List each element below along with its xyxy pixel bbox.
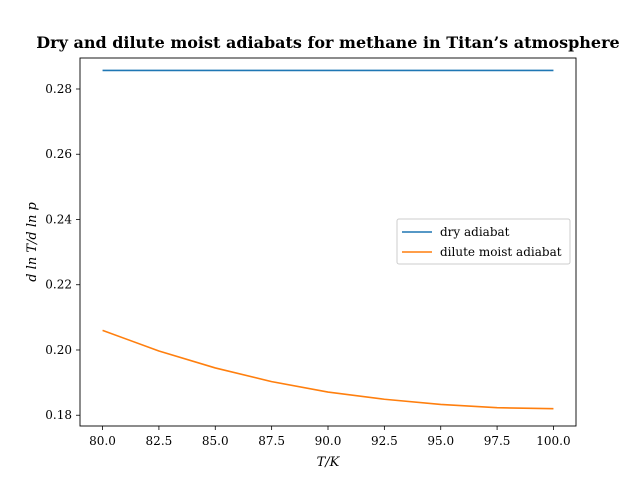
- y-axis-label: d ln T/d ln p: [25, 202, 40, 282]
- x-tick-label: 90.0: [315, 434, 342, 448]
- y-tick-label: 0.26: [45, 147, 72, 161]
- legend-label-dry-adiabat: dry adiabat: [440, 225, 510, 239]
- legend: dry adiabat dilute moist adiabat: [396, 218, 571, 265]
- y-tick-label: 0.28: [45, 82, 72, 96]
- x-tick-label: 85.0: [202, 434, 229, 448]
- y-tick-label: 0.22: [45, 278, 72, 292]
- y-tick-label: 0.18: [45, 408, 72, 422]
- x-tick-label: 82.5: [146, 434, 173, 448]
- x-tick-label: 92.5: [371, 434, 398, 448]
- x-tick-label: 97.5: [484, 434, 511, 448]
- x-axis-label: T/K: [317, 455, 341, 470]
- legend-box: [396, 218, 571, 265]
- x-axis: 80.0 82.5 85.0 87.5 90.0 92.5 95.0 97.5 100.0: [89, 426, 571, 448]
- y-tick-label: 0.24: [45, 212, 72, 226]
- x-tick-label: 100.0: [536, 434, 570, 448]
- x-tick-label: 80.0: [89, 434, 116, 448]
- chart-title: Dry and dilute moist adiabats for methan…: [36, 33, 619, 52]
- y-axis: 0.18 0.20 0.22 0.24 0.26 0.28: [45, 82, 80, 422]
- x-tick-label: 95.0: [427, 434, 454, 448]
- y-tick-label: 0.20: [45, 343, 72, 357]
- series-line-dilute-moist-adiabat: [102, 329, 554, 410]
- x-tick-label: 87.5: [258, 434, 285, 448]
- legend-label-dilute-moist-adiabat: dilute moist adiabat: [440, 245, 562, 259]
- series-lines: [102, 69, 554, 410]
